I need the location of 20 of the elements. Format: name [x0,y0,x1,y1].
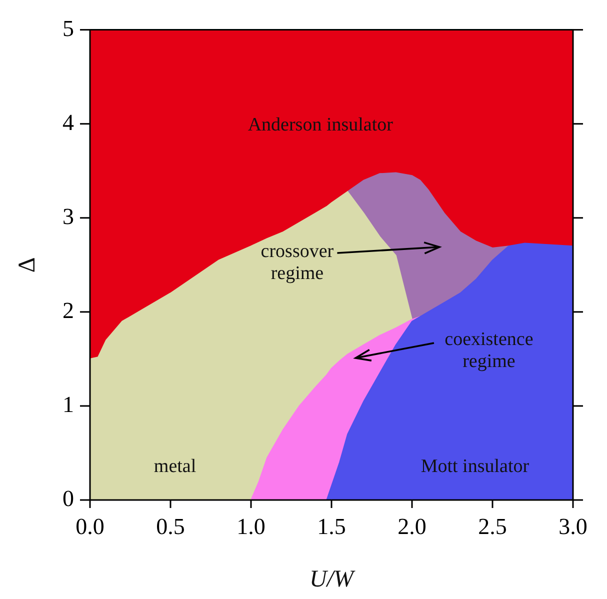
x-tick-label: 0.0 [76,514,104,539]
annotation: Anderson insulator [248,114,394,136]
x-axis-title: U/W [310,566,356,592]
annotation: metal [154,456,196,478]
annotation: coexistence regime [444,328,534,372]
x-tick-label: 1.0 [236,514,266,539]
annotation: crossover regime [260,241,334,284]
x-tick-label: 2.5 [478,514,507,539]
y-tick-label: 0 [62,486,74,512]
x-tick-label: 3.0 [558,514,588,539]
annotation: Mott insulator [420,456,530,478]
x-tick-label: 1.5 [317,514,346,539]
x-tick-label: 2.0 [398,514,426,539]
y-tick-label: 5 [62,16,74,41]
y-tick-label: 2 [62,298,74,323]
x-tick-label: 0.5 [156,514,185,539]
y-tick-label: 3 [62,204,74,229]
y-axis-title: Δ [14,257,40,273]
y-tick-label: 4 [62,110,74,135]
y-tick-label: 1 [62,392,74,418]
